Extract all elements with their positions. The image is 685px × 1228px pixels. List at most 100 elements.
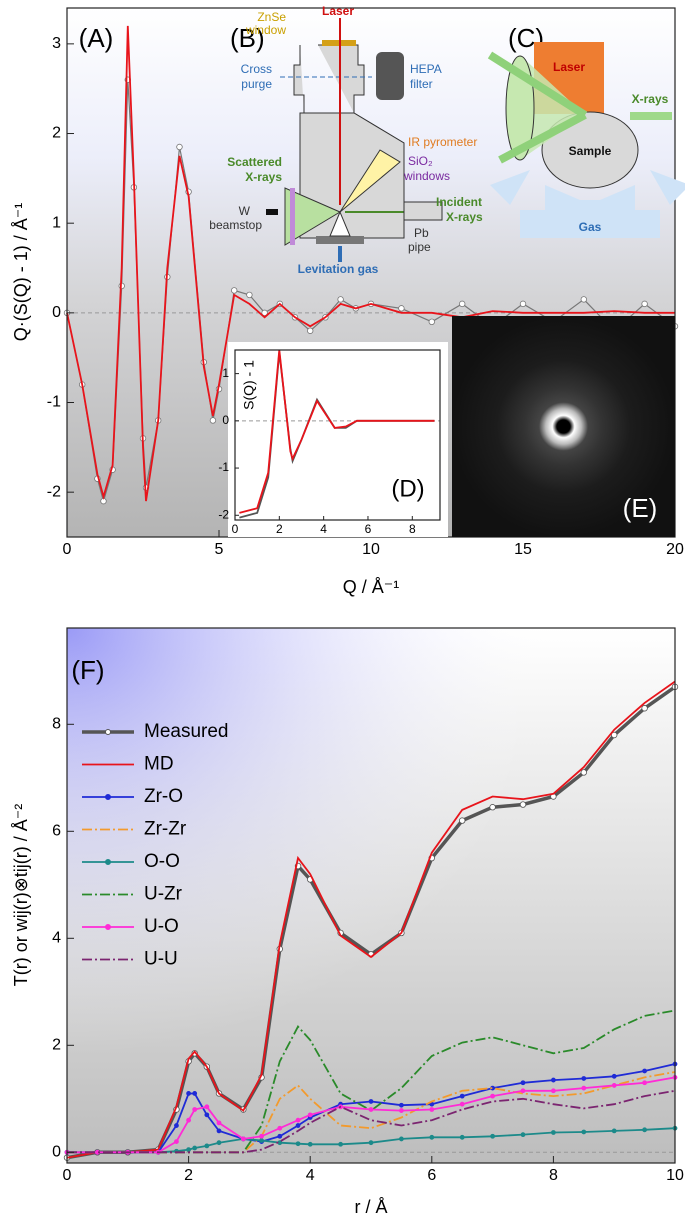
x-tick-label: 0 bbox=[63, 541, 72, 558]
beamstop bbox=[266, 209, 278, 215]
y-tick-label: 3 bbox=[52, 35, 61, 52]
x-tick-label: 10 bbox=[666, 1167, 684, 1184]
label-line: SiO₂ bbox=[408, 154, 433, 168]
x-tick-label: 2 bbox=[184, 1167, 193, 1184]
y-tick-label: 0 bbox=[52, 1144, 61, 1161]
label-line: purge bbox=[241, 77, 272, 91]
diffraction-image bbox=[452, 316, 675, 537]
data-point bbox=[611, 1073, 617, 1079]
label: SiO₂ windows bbox=[403, 154, 450, 183]
plot-background-glow bbox=[67, 628, 675, 1163]
label-line: beamstop bbox=[209, 218, 262, 232]
y-tick-label: 1 bbox=[222, 366, 229, 380]
data-point bbox=[551, 1088, 556, 1094]
legend-label: O-O bbox=[144, 851, 180, 872]
x-axis-label: r / Å bbox=[354, 1197, 387, 1217]
data-point bbox=[259, 1133, 264, 1139]
panel-b: (B) Laser ZnSe window Cross purge HEPA filt… bbox=[209, 4, 483, 276]
x-tick-label: 15 bbox=[514, 541, 532, 558]
x-tick-label: 6 bbox=[365, 522, 372, 536]
data-point bbox=[520, 1132, 526, 1138]
data-point bbox=[459, 817, 466, 824]
data-point bbox=[580, 769, 587, 776]
sample bbox=[541, 111, 639, 189]
label: Gas bbox=[579, 220, 602, 234]
data-point bbox=[368, 1099, 374, 1104]
label: Scattered X-rays bbox=[227, 155, 282, 184]
data-point bbox=[204, 1104, 210, 1110]
legend-marker bbox=[105, 729, 111, 735]
label-line: Pb bbox=[414, 226, 429, 240]
data-point bbox=[398, 1108, 404, 1113]
x-axis-label: Q / Å⁻¹ bbox=[343, 577, 400, 597]
legend-label: U-U bbox=[144, 949, 178, 970]
y-tick-label: 1 bbox=[52, 214, 61, 231]
data-point bbox=[459, 1101, 465, 1107]
data-point bbox=[519, 801, 527, 808]
data-point bbox=[459, 1093, 465, 1099]
data-point bbox=[641, 705, 648, 712]
label: ZnSe window bbox=[245, 10, 286, 37]
legend-label: U-O bbox=[144, 916, 179, 937]
data-point bbox=[368, 1107, 374, 1112]
data-point bbox=[398, 305, 405, 312]
data-point bbox=[261, 309, 268, 317]
x-tick-label: 8 bbox=[409, 522, 416, 536]
label-line: HEPA bbox=[410, 62, 442, 76]
gas-arrows bbox=[520, 185, 660, 238]
data-point bbox=[277, 1125, 283, 1131]
legend-label: MD bbox=[144, 754, 174, 775]
gas-arrowhead bbox=[650, 170, 685, 205]
levitator bbox=[329, 210, 351, 237]
data-point bbox=[611, 1083, 617, 1088]
y-axis-label: T(r) or wij(r)⊗tij(r) / Å⁻² bbox=[11, 804, 31, 987]
label-line: filter bbox=[410, 77, 433, 91]
label-line: X-rays bbox=[446, 210, 483, 224]
data-point bbox=[551, 1077, 556, 1083]
panel-label: (A) bbox=[79, 23, 114, 53]
legend-marker bbox=[105, 924, 111, 930]
data-point bbox=[295, 1123, 301, 1128]
data-point bbox=[192, 1107, 198, 1112]
legend-label: U-Zr bbox=[144, 884, 183, 905]
label: Incident X-rays bbox=[436, 195, 483, 224]
data-point bbox=[642, 1127, 647, 1133]
gas-arrowhead bbox=[490, 170, 530, 205]
data-point bbox=[368, 1140, 374, 1146]
y-tick-label: 8 bbox=[52, 716, 61, 733]
pb-pipe bbox=[403, 201, 443, 221]
y-tick-label: -1 bbox=[47, 394, 61, 411]
data-point bbox=[581, 1129, 587, 1135]
label: Pb pipe bbox=[408, 226, 431, 254]
series-line bbox=[67, 1076, 676, 1154]
data-point bbox=[337, 296, 344, 303]
data-point bbox=[209, 417, 217, 424]
label-line: X-rays bbox=[245, 170, 282, 184]
y-tick-label: 4 bbox=[52, 930, 61, 947]
data-point bbox=[295, 1141, 301, 1147]
scatter-arrow bbox=[487, 51, 588, 119]
x-tick-label: 5 bbox=[215, 541, 224, 558]
x-tick-label: 4 bbox=[320, 522, 327, 536]
label-line: pipe bbox=[408, 240, 431, 254]
data-point bbox=[204, 1143, 210, 1149]
data-point bbox=[216, 1128, 222, 1134]
data-point bbox=[192, 1145, 198, 1151]
data-point bbox=[611, 1128, 617, 1134]
y-tick-label: 2 bbox=[52, 125, 61, 142]
data-point bbox=[520, 1088, 526, 1094]
data-point bbox=[489, 804, 496, 811]
data-point bbox=[174, 1123, 179, 1128]
panel-label: (B) bbox=[230, 23, 265, 53]
panel-c: (C) Laser X-rays Sample Gas bbox=[487, 23, 685, 238]
legend-label: Zr-O bbox=[144, 786, 183, 807]
x-tick-label: 20 bbox=[666, 541, 684, 558]
data-point bbox=[307, 1141, 313, 1147]
y-tick-label: 2 bbox=[52, 1037, 61, 1054]
data-point bbox=[398, 1136, 404, 1142]
y-axis-label: S(Q) - 1 bbox=[241, 360, 257, 410]
data-point bbox=[459, 300, 466, 308]
data-point bbox=[641, 300, 648, 308]
